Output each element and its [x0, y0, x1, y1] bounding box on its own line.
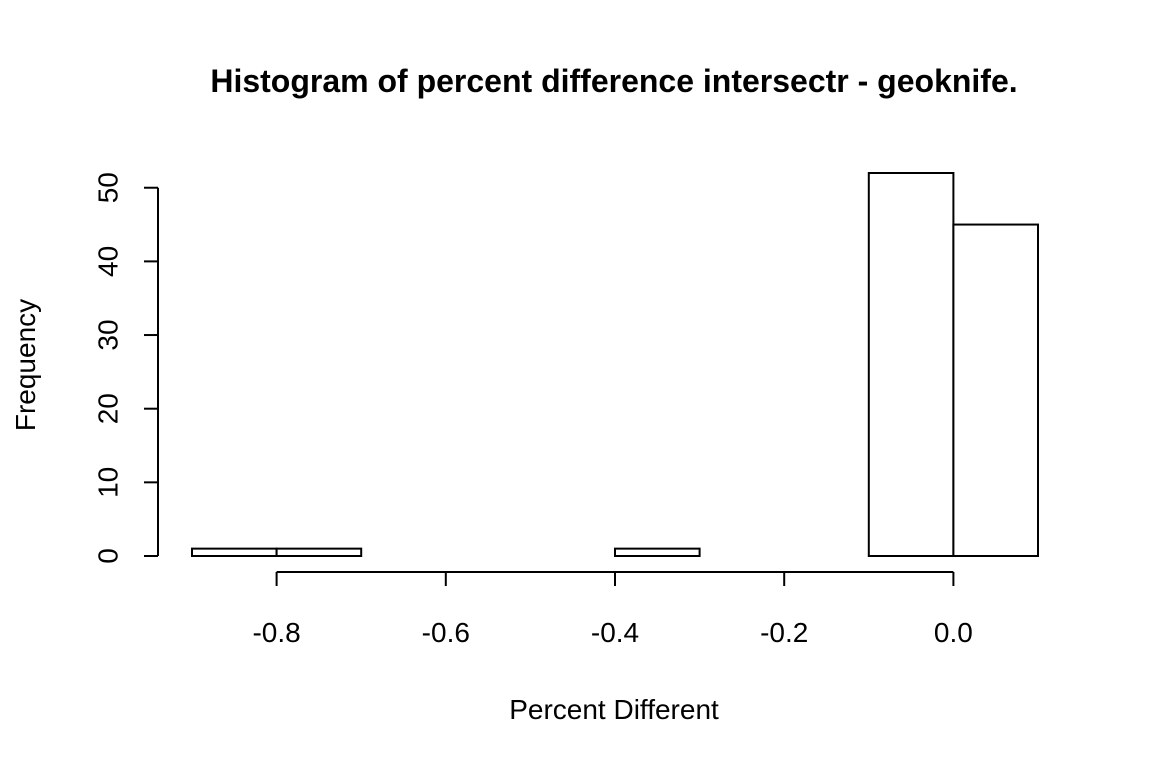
x-axis-title: Percent Different: [509, 694, 719, 725]
histogram-bar-8: [867, 172, 955, 557]
y-tick-label-1: 10: [92, 467, 123, 498]
histogram-bar-9: [952, 223, 1040, 558]
chart-title: Histogram of percent difference intersec…: [210, 63, 1017, 99]
x-tick-label-0: -0.8: [252, 617, 300, 648]
y-axis-title: Frequency: [10, 299, 41, 431]
y-tick-label-4: 40: [92, 246, 123, 277]
y-tick-label-2: 20: [92, 393, 123, 424]
histogram-bar-0: [191, 547, 278, 558]
x-tick-label-3: -0.2: [760, 617, 808, 648]
y-tick-label-5: 50: [92, 172, 123, 203]
x-tick-label-2: -0.4: [591, 617, 639, 648]
x-axis: -0.8 -0.6 -0.4 -0.2 0.0: [252, 571, 973, 648]
y-tick-label-3: 30: [92, 319, 123, 350]
x-tick-label-1: -0.6: [422, 617, 470, 648]
histogram-bar-1: [275, 547, 363, 558]
histogram-bar-5: [614, 547, 701, 558]
y-axis: 0 10 20 30 40 50: [92, 172, 159, 564]
bars-group: [191, 172, 1040, 558]
y-tick-label-0: 0: [92, 548, 123, 564]
x-tick-label-4: 0.0: [934, 617, 973, 648]
